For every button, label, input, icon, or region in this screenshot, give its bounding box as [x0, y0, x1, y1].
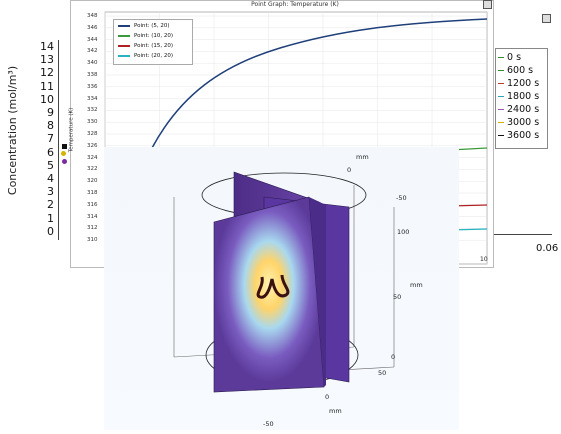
concentration-tick-label: 1: [47, 211, 54, 225]
concentration-tick-label: 9: [47, 106, 54, 119]
temperature-tick-label: 322: [87, 166, 98, 173]
legend-swatch: [498, 95, 504, 98]
time-legend-item: 3000 s: [498, 116, 539, 129]
legend-swatch: [498, 69, 504, 72]
temperature-tick-label: 320: [87, 178, 98, 185]
panel-corner-button[interactable]: [483, 0, 492, 9]
legend-swatch: [498, 82, 504, 85]
concentration-tick-label: 12: [40, 66, 54, 80]
legend-item: Point: (20, 20): [118, 52, 173, 60]
concentration-tick-label: 13: [40, 53, 54, 67]
legend-swatch: [498, 134, 504, 137]
time-legend: 0 s 600 s 1200 s 1800 s 2400 s 3000 s 36…: [495, 48, 548, 149]
temperature-tick-label: 348: [87, 13, 98, 19]
legend-swatch: [118, 35, 130, 37]
top-zero-label: 0: [347, 166, 351, 174]
right-0-label: 0: [391, 353, 395, 361]
concentration-tick-label: 14: [40, 40, 54, 53]
temperature-tick-label: 346: [87, 24, 98, 31]
legend-swatch: [118, 55, 130, 57]
bottom-minus50-label: -50: [263, 420, 274, 428]
concentration-tick-label: 5: [47, 158, 54, 172]
temperature-tick-label: 314: [87, 213, 98, 220]
temperature-tick-label: 318: [87, 190, 98, 196]
temperature-tick-label: 334: [87, 95, 98, 102]
window-corner-button[interactable]: [542, 14, 551, 23]
concentration-tick-label: 7: [47, 132, 54, 146]
temperature-tick-label: 332: [87, 107, 98, 114]
temperature-tick-label: 330: [87, 119, 98, 126]
temperature-tick-label: 326: [87, 142, 98, 149]
temperature-tick-label: 342: [87, 48, 98, 55]
concentration-tick-label: 11: [40, 79, 54, 93]
3d-render-canvas: mm 0 -50 100 mm 50 0 50 0 mm -50: [173, 153, 423, 428]
side-slab: [309, 197, 326, 387]
point-graph-title: Point Graph: Temperature (K): [251, 1, 339, 8]
top-minus50-label: -50: [396, 194, 407, 202]
temperature-tick-label: 336: [87, 83, 98, 90]
3d-render-view[interactable]: mm 0 -50 100 mm 50 0 50 0 mm -50: [104, 147, 459, 430]
legend-item: Point: (5, 20): [118, 22, 170, 30]
time-legend-item: 2400 s: [498, 103, 539, 116]
concentration-tick-label: 4: [47, 172, 54, 185]
temperature-tick-label: 310: [87, 237, 98, 244]
marker-dot-yellow: [61, 151, 66, 156]
time-legend-item: 600 s: [498, 64, 533, 77]
temperature-curve: [151, 18, 488, 149]
temperature-tick-label: 312: [87, 225, 98, 232]
time-legend-item: 3600 s: [498, 129, 539, 142]
bottom-unit-label: mm: [329, 407, 342, 415]
marker-square: [61, 143, 68, 150]
right-unit-label: mm: [410, 281, 423, 289]
concentration-axis-label: Concentration (mol/m³): [6, 65, 20, 195]
legend-swatch: [118, 25, 130, 27]
bottom-50-label: 50: [378, 369, 386, 377]
concentration-axis-line: [58, 40, 59, 240]
temperature-tick-label: 344: [87, 36, 98, 43]
front-slab: [213, 196, 325, 393]
legend-swatch: [118, 45, 130, 47]
right-100-label: 100: [397, 228, 409, 236]
point-legend: Point: (5, 20) Point: (10, 20) Point: (1…: [113, 19, 193, 65]
x-axis-end-tick: 10: [480, 256, 488, 263]
legend-item: Point: (15, 20): [118, 42, 173, 50]
concentration-tick-label: 10: [40, 92, 54, 106]
right-axis-line: [494, 234, 552, 235]
temperature-axis-label: Temperature (K): [68, 107, 74, 153]
bottom-0-label: 0: [325, 393, 329, 401]
concentration-tick-label: 3: [47, 185, 54, 199]
temperature-tick-label: 328: [87, 131, 98, 137]
marker-dot: [62, 159, 67, 164]
bottom-right-tick: 0.06: [536, 243, 559, 254]
temperature-tick-label: 338: [87, 72, 98, 78]
time-legend-item: 1200 s: [498, 77, 539, 90]
time-legend-item: 1800 s: [498, 90, 539, 103]
concentration-tick-label: 6: [47, 145, 54, 159]
temperature-tick-label: 340: [87, 60, 98, 67]
concentration-tick-label: 2: [47, 198, 54, 212]
legend-item: Point: (10, 20): [118, 32, 173, 40]
time-legend-item: 0 s: [498, 51, 521, 64]
legend-swatch: [498, 108, 504, 111]
right-50-label: 50: [393, 293, 401, 301]
concentration-tick-label: 8: [47, 119, 54, 133]
temperature-tick-label: 324: [87, 154, 98, 161]
top-unit-label: mm: [356, 153, 369, 161]
heater-shape: [256, 274, 290, 299]
concentration-tick-label: 0: [47, 224, 54, 238]
legend-swatch: [498, 121, 504, 124]
temperature-tick-label: 316: [87, 201, 98, 208]
legend-swatch: [498, 56, 504, 59]
